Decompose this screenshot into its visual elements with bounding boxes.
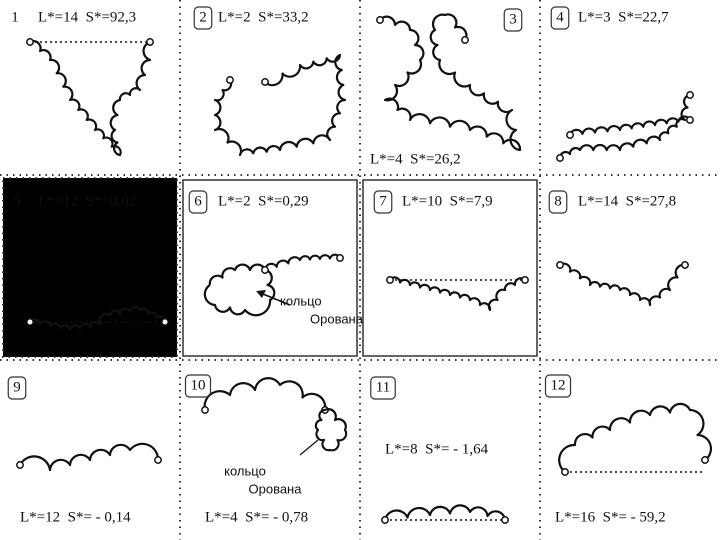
oroan-ring xyxy=(314,408,348,452)
panel-number: 2 xyxy=(199,9,207,25)
end-point xyxy=(556,154,564,162)
curve xyxy=(558,402,713,473)
end-point xyxy=(521,276,529,284)
number-box xyxy=(373,190,393,214)
arrow xyxy=(299,439,319,456)
end-point xyxy=(226,76,234,84)
curve xyxy=(29,40,152,157)
panel-number: 8 xyxy=(554,193,562,209)
number-box xyxy=(370,376,396,400)
panel-label: L*=4 S*=26,2 xyxy=(370,151,461,167)
panel-number: 1 xyxy=(11,9,19,25)
panel-number: 4 xyxy=(556,9,564,25)
annotation: кольцо xyxy=(280,293,322,308)
end-point xyxy=(336,254,344,262)
end-point xyxy=(154,456,162,464)
end-point xyxy=(26,318,34,326)
panel-number: 3 xyxy=(509,11,517,27)
annotation: Орована xyxy=(310,311,364,326)
curve xyxy=(558,93,691,159)
end-point xyxy=(201,406,209,414)
number-box xyxy=(548,190,568,214)
end-point xyxy=(501,516,509,524)
end-point xyxy=(561,468,569,476)
curve xyxy=(389,276,526,312)
panel-number: 10 xyxy=(191,377,206,393)
curve xyxy=(203,377,327,411)
end-point xyxy=(686,91,694,99)
number-box xyxy=(188,190,208,214)
panel-label: L*=2 S*=33,2 xyxy=(218,9,309,25)
curve xyxy=(568,115,691,136)
end-point xyxy=(261,78,269,86)
panel-label: L*=10 S*=7,9 xyxy=(402,193,493,209)
end-point xyxy=(161,318,169,326)
panel-label: L*=3 S*=22,7 xyxy=(578,9,669,25)
arrow-head xyxy=(256,290,266,298)
end-point xyxy=(556,261,564,269)
curve xyxy=(19,442,160,472)
panel-number: 5 xyxy=(13,193,21,209)
end-point xyxy=(376,16,384,24)
end-point xyxy=(381,516,389,524)
end-point xyxy=(261,266,269,274)
panel-label: L*=16 S*= - 59,2 xyxy=(555,509,666,525)
panel-number: 12 xyxy=(551,377,566,393)
end-point xyxy=(566,131,574,139)
number-box xyxy=(503,8,523,32)
curve xyxy=(263,253,342,271)
number-box xyxy=(184,374,212,398)
panel-label: L*=4 S*= - 0,78 xyxy=(205,509,308,525)
panel-number: 6 xyxy=(194,193,202,209)
annotation: Орована xyxy=(249,481,303,496)
number-box xyxy=(193,6,213,30)
panel-label: L*=8 S*= - 1,64 xyxy=(385,441,489,457)
panel-label: L*=14 S*=27,8 xyxy=(578,193,676,209)
end-point xyxy=(461,36,469,44)
number-box xyxy=(550,6,570,30)
number-box xyxy=(7,376,27,400)
panel-label: L*=14 S*=92,3 xyxy=(38,9,136,25)
annotation: кольцо xyxy=(224,463,266,478)
end-point xyxy=(26,38,34,46)
panel-frame xyxy=(182,179,358,357)
panel-frame xyxy=(362,179,538,357)
end-point xyxy=(686,116,694,124)
oroan-ring xyxy=(203,263,276,317)
panel-label: L*=12 S*=0,02 xyxy=(38,193,136,209)
curve xyxy=(559,262,686,307)
panel-number: 7 xyxy=(379,193,387,209)
panel-number: 9 xyxy=(13,379,21,395)
curve xyxy=(379,13,522,152)
end-point xyxy=(701,456,709,464)
number-box xyxy=(544,374,572,398)
panel-label: L*=2 S*=0,29 xyxy=(218,193,309,209)
end-point xyxy=(681,261,689,269)
curve xyxy=(213,53,347,157)
end-point xyxy=(16,461,24,469)
end-point xyxy=(146,38,154,46)
curve xyxy=(29,306,167,332)
end-point xyxy=(386,276,394,284)
curve xyxy=(383,504,507,521)
panel-number: 11 xyxy=(376,379,390,395)
panel-label: L*=12 S*= - 0,14 xyxy=(20,509,131,525)
